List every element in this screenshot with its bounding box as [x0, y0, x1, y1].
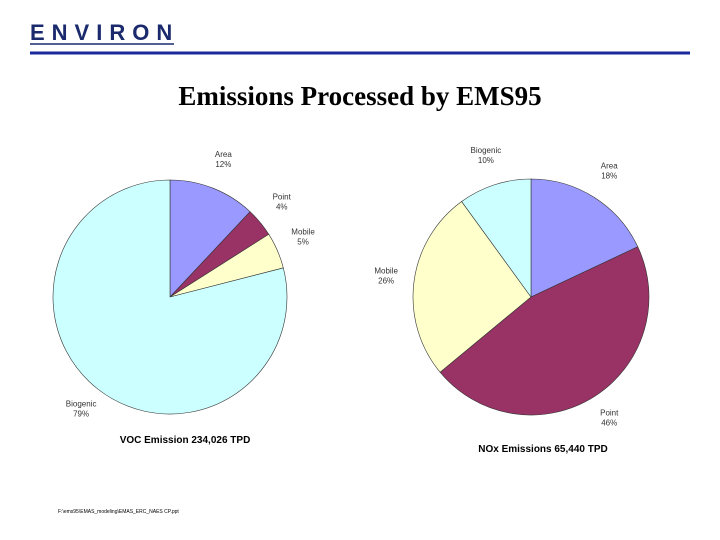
- pie-slice: [530, 178, 639, 298]
- chart-title: NOx Emissions 65,440 TPD: [478, 444, 608, 455]
- slice-name: Mobile: [374, 267, 398, 276]
- slice-name: Area: [215, 150, 232, 159]
- slice-value-label: 26%: [378, 277, 394, 286]
- slice-name: Mobile: [291, 227, 315, 236]
- slice-value-label: 46%: [601, 418, 617, 427]
- slice-name: Biogenic: [66, 400, 97, 409]
- slide-title: Emissions Processed by EMS95: [178, 81, 541, 111]
- slice-name: Area: [601, 162, 618, 171]
- slice-value-label: 10%: [478, 156, 494, 165]
- slice-value-label: 5%: [297, 237, 309, 246]
- footer: F:\ems95\EMAS_modeling\EMAS_ERC_NAES CP.…: [58, 509, 179, 515]
- logo: ENVIRON: [30, 20, 179, 45]
- slice-value-label: 12%: [215, 160, 231, 169]
- chart-title: VOC Emission 234,026 TPD: [120, 435, 251, 446]
- pie-slice: [52, 179, 288, 415]
- slice-value-label: 79%: [73, 410, 89, 419]
- slice-value-label: 18%: [601, 172, 617, 181]
- slice-value-label: 4%: [276, 203, 288, 212]
- pie-slice: [169, 179, 251, 298]
- pie-slice: [412, 201, 532, 373]
- slice-name: Biogenic: [471, 146, 502, 155]
- slice-name: Point: [600, 408, 619, 417]
- pie-slice: [439, 246, 650, 416]
- pie-slice: [461, 178, 532, 298]
- slice-name: Point: [273, 193, 292, 202]
